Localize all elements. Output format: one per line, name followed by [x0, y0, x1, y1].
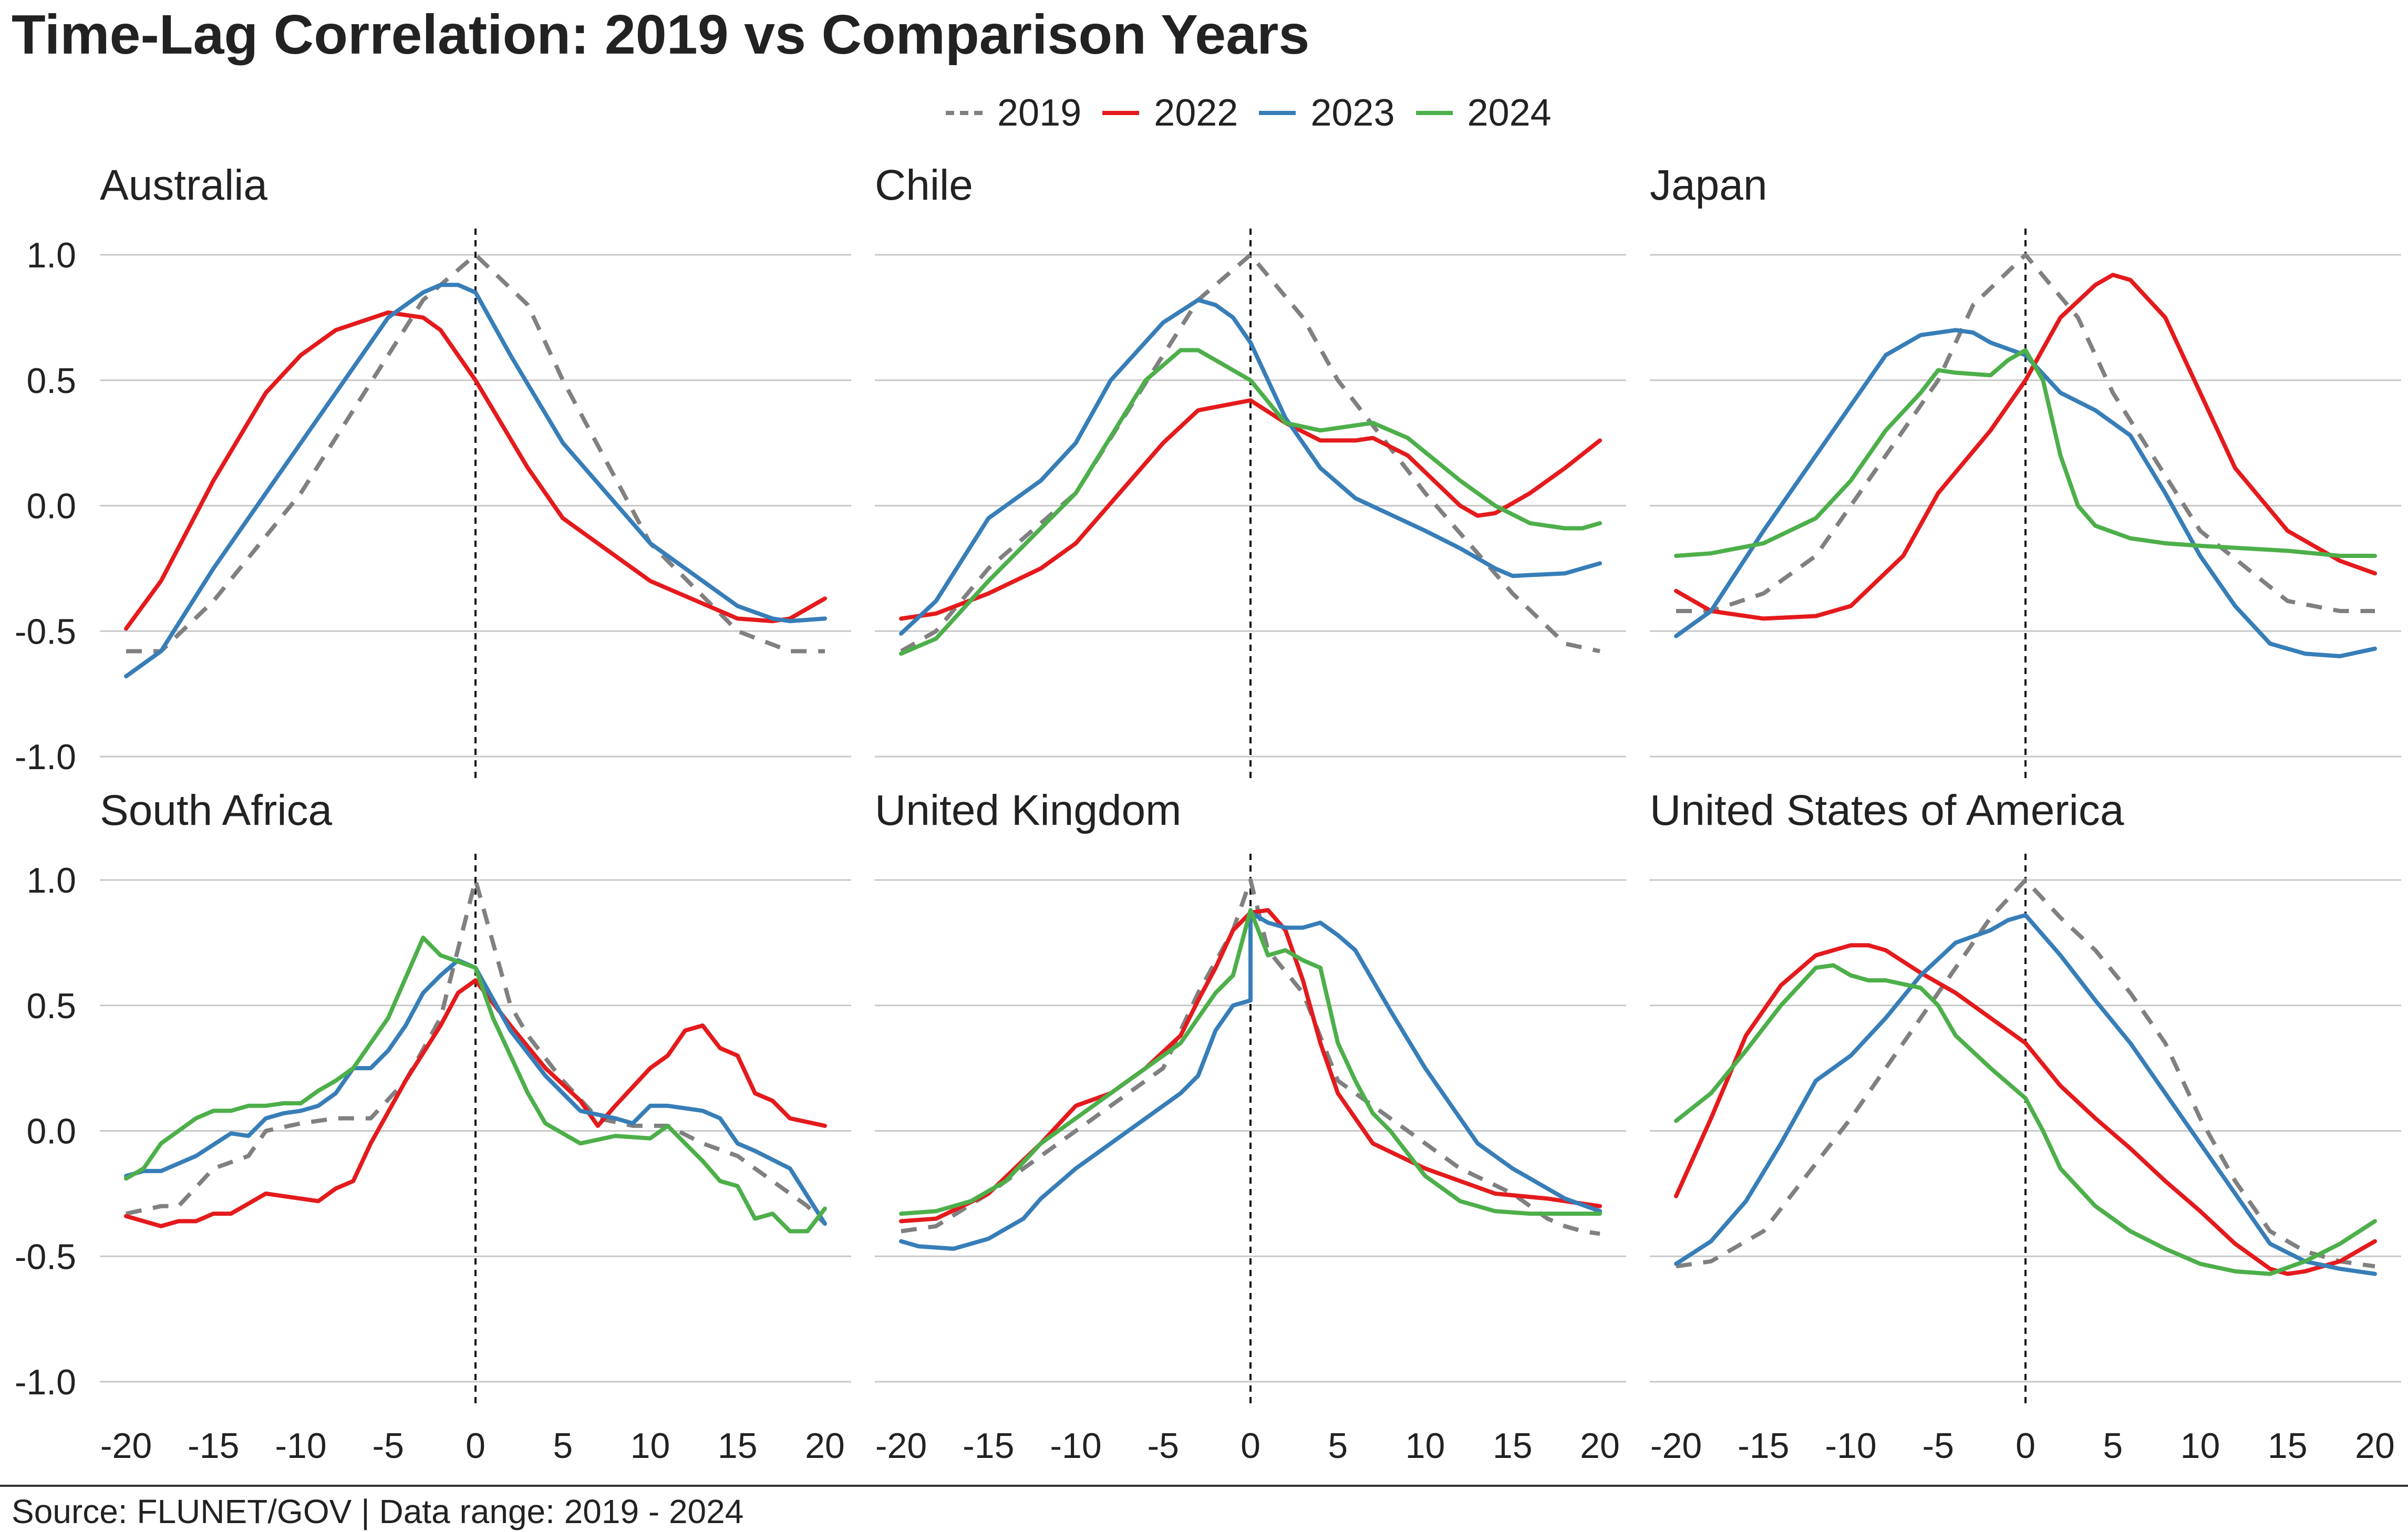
x-tick-label: 5 — [553, 1426, 573, 1466]
x-tick-label: -5 — [373, 1426, 404, 1466]
series-line-2022 — [899, 908, 1602, 1224]
panel-title: Chile — [875, 161, 973, 209]
y-tick-label: 1.0 — [26, 235, 76, 275]
y-tick-label: 1.0 — [26, 861, 76, 900]
series-line-2023 — [899, 298, 1602, 636]
x-tick-label: 5 — [2103, 1426, 2123, 1466]
series-line-2024 — [899, 348, 1602, 656]
panel-title: United Kingdom — [875, 786, 1181, 834]
x-tick-label: 20 — [805, 1426, 845, 1466]
x-tick-label: -15 — [188, 1426, 239, 1466]
x-tick-label: 0 — [1241, 1426, 1260, 1466]
legend-label-2024: 2024 — [1467, 92, 1552, 134]
x-tick-label: 15 — [1493, 1426, 1533, 1466]
series-line-2023 — [1674, 913, 2377, 1276]
legend-item-2024: 2024 — [1415, 91, 1552, 134]
series-line-2024 — [899, 908, 1602, 1216]
series-line-2023 — [1674, 328, 2377, 658]
panel-japan: Japan — [1650, 161, 2401, 783]
x-tick-label: -10 — [1050, 1426, 1101, 1466]
panel-united-kingdom: United Kingdom -20 -15 -10 -5 0 5 10 15 20 — [875, 786, 1626, 1466]
x-tick-label: -5 — [1923, 1426, 1954, 1466]
x-tick-label: -15 — [963, 1426, 1014, 1466]
chart-caption: Source: FLUNET/GOV | Data range: 2019 - … — [12, 1493, 744, 1530]
x-tick-label: -10 — [275, 1426, 326, 1466]
legend-swatch-2019 — [946, 111, 983, 115]
x-tick-label: -20 — [875, 1426, 927, 1466]
caption-divider — [0, 1485, 2408, 1487]
panel-australia: Australia 1.0 0.5 0.0 -0.5 -1.0 — [15, 161, 851, 783]
y-tick-label: -0.5 — [15, 612, 76, 651]
legend-swatch-2023 — [1259, 111, 1296, 115]
series-line-2024 — [1674, 963, 2377, 1276]
legend-item-2022: 2022 — [1102, 91, 1238, 134]
x-tick-label: 15 — [2268, 1426, 2308, 1466]
x-tick-label: -20 — [100, 1426, 152, 1466]
legend-label-2022: 2022 — [1154, 92, 1238, 134]
x-tick-label: 0 — [2016, 1426, 2035, 1466]
series-line-2023 — [124, 283, 827, 679]
series-line-2019 — [1676, 878, 2375, 1269]
legend-item-2019: 2019 — [946, 91, 1081, 134]
series-line-2022 — [899, 398, 1602, 621]
x-tick-label: -20 — [1650, 1426, 1702, 1466]
panel-united-states-of-america: United States of America -20 -15 -10 -5 0 5 10 1… — [1650, 786, 2401, 1466]
x-tick-label: 10 — [2180, 1426, 2220, 1466]
series-line-2019 — [126, 878, 826, 1226]
series-line-2022 — [124, 310, 827, 631]
series-line-2022 — [1674, 273, 2377, 621]
series-line-2019 — [900, 253, 1600, 654]
y-tick-label: -1.0 — [15, 737, 76, 777]
series-line-2023 — [899, 910, 1602, 1251]
y-tick-label: 0.0 — [26, 1112, 76, 1152]
legend-label-2023: 2023 — [1310, 92, 1395, 134]
legend-swatch-2022 — [1102, 111, 1140, 115]
x-tick-label: 15 — [718, 1426, 758, 1466]
panel-chile: Chile — [875, 161, 1626, 783]
y-tick-label: 0.5 — [26, 986, 76, 1026]
x-tick-label: 0 — [466, 1426, 485, 1466]
x-tick-label: -15 — [1738, 1426, 1789, 1466]
panel-title: Australia — [100, 161, 267, 209]
x-tick-label: -5 — [1148, 1426, 1179, 1466]
panel-title: Japan — [1650, 161, 1767, 209]
panel-title: United States of America — [1650, 786, 2124, 834]
y-tick-label: -0.5 — [15, 1237, 76, 1277]
series-line-2022 — [124, 978, 827, 1228]
legend-label-2019: 2019 — [997, 92, 1082, 134]
series-line-2024 — [1674, 348, 2377, 558]
series-line-2023 — [124, 958, 827, 1226]
x-tick-label: -10 — [1825, 1426, 1876, 1466]
y-tick-label: 0.0 — [26, 486, 76, 526]
x-tick-label: 5 — [1328, 1426, 1348, 1466]
panel-title: South Africa — [100, 786, 333, 834]
series-line-2019 — [901, 878, 1600, 1236]
legend: 2019 2022 2023 2024 — [946, 84, 1573, 142]
x-tick-label: 10 — [1405, 1426, 1445, 1466]
y-tick-label: -1.0 — [15, 1362, 76, 1402]
x-tick-label: 20 — [2355, 1426, 2395, 1466]
chart-title: Time-Lag Correlation: 2019 vs Comparison… — [12, 4, 1310, 66]
x-tick-label: 20 — [1580, 1426, 1620, 1466]
x-tick-label: 10 — [631, 1426, 670, 1466]
legend-swatch-2024 — [1415, 111, 1453, 115]
panel-south-africa: South Africa 1.0 0.5 0.0 -0.5 -1.0 -20 -15 -10 -5… — [15, 786, 851, 1466]
legend-item-2023: 2023 — [1259, 91, 1395, 134]
series-line-2024 — [124, 935, 827, 1234]
y-tick-label: 0.5 — [26, 361, 76, 401]
